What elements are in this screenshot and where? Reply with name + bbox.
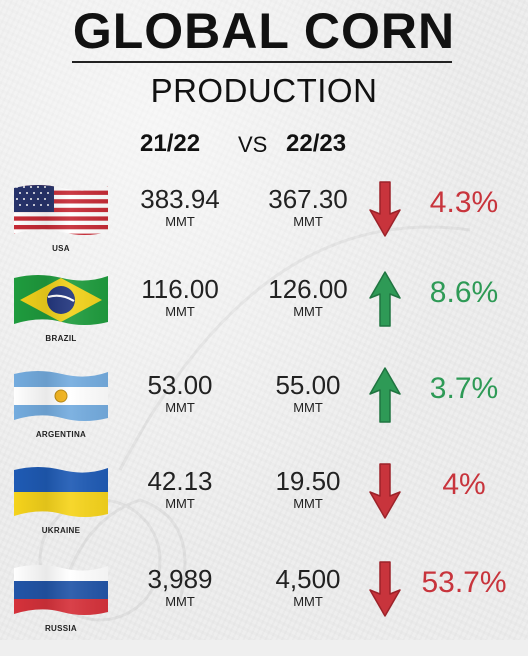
row-brazil: BRAZIL 116.00 MMT 126.00 MMT 8.6% bbox=[0, 270, 528, 366]
value-21-22: 3,989 bbox=[147, 564, 213, 594]
row-argentina: ARGENTINA 53.00 MMT 55.00 MMT 3.7% bbox=[0, 366, 528, 462]
arrow-down-icon bbox=[369, 181, 401, 237]
country-name: ARGENTINA bbox=[35, 430, 87, 439]
value-21-22: 53.00 bbox=[147, 370, 213, 400]
change-percent: 3.7% bbox=[429, 372, 499, 405]
unit-21-22: MMT bbox=[165, 304, 195, 319]
value-22-23: 126.00 bbox=[268, 274, 348, 304]
title-divider bbox=[72, 61, 452, 63]
value-22-23: 367.30 bbox=[268, 184, 348, 214]
arrow-up-icon bbox=[369, 271, 401, 327]
arrow-down-icon bbox=[369, 561, 401, 617]
unit-21-22: MMT bbox=[165, 594, 195, 609]
value-21-22: 383.94 bbox=[140, 184, 220, 214]
arrow-down-icon bbox=[369, 463, 401, 519]
value-22-23: 19.50 bbox=[275, 466, 341, 496]
unit-22-23: MMT bbox=[293, 400, 323, 415]
change-percent: 4% bbox=[442, 468, 486, 501]
unit-22-23: MMT bbox=[293, 594, 323, 609]
value-21-22: 42.13 bbox=[147, 466, 213, 496]
header-year-1: 21/22 bbox=[140, 130, 201, 157]
brazil-flag-icon bbox=[14, 275, 108, 325]
change-percent: 8.6% bbox=[429, 276, 499, 309]
unit-22-23: MMT bbox=[293, 304, 323, 319]
country-name: RUSSIA bbox=[44, 624, 78, 633]
page-title: GLOBAL CORN bbox=[72, 3, 456, 59]
value-21-22: 116.00 bbox=[141, 274, 219, 304]
unit-21-22: MMT bbox=[165, 400, 195, 415]
country-name: USA bbox=[52, 244, 70, 253]
change-percent: 53.7% bbox=[421, 566, 507, 599]
change-percent: 4.3% bbox=[429, 186, 499, 219]
argentina-flag-icon bbox=[14, 371, 108, 421]
value-22-23: 4,500 bbox=[275, 564, 341, 594]
row-ukraine: UKRAINE 42.13 MMT 19.50 MMT 4% bbox=[0, 462, 528, 558]
header-year-2: 22/23 bbox=[286, 130, 347, 157]
page-subtitle: PRODUCTION bbox=[150, 72, 378, 109]
unit-21-22: MMT bbox=[165, 214, 195, 229]
country-name: UKRAINE bbox=[41, 526, 81, 535]
row-russia: RUSSIA 3,989 MMT 4,500 MMT 53.7% bbox=[0, 560, 528, 656]
unit-22-23: MMT bbox=[293, 214, 323, 229]
arrow-up-icon bbox=[369, 367, 401, 423]
paper-background bbox=[0, 0, 528, 640]
russia-flag-icon bbox=[14, 565, 108, 615]
country-name: BRAZIL bbox=[45, 334, 77, 343]
value-22-23: 55.00 bbox=[275, 370, 341, 400]
unit-22-23: MMT bbox=[293, 496, 323, 511]
ukraine-flag-icon bbox=[14, 467, 108, 517]
unit-21-22: MMT bbox=[165, 496, 195, 511]
header-vs: VS bbox=[238, 132, 268, 157]
row-usa: USA 383.94 MMT 367.30 MMT 4.3% bbox=[0, 180, 528, 276]
usa-flag-icon bbox=[14, 185, 108, 235]
